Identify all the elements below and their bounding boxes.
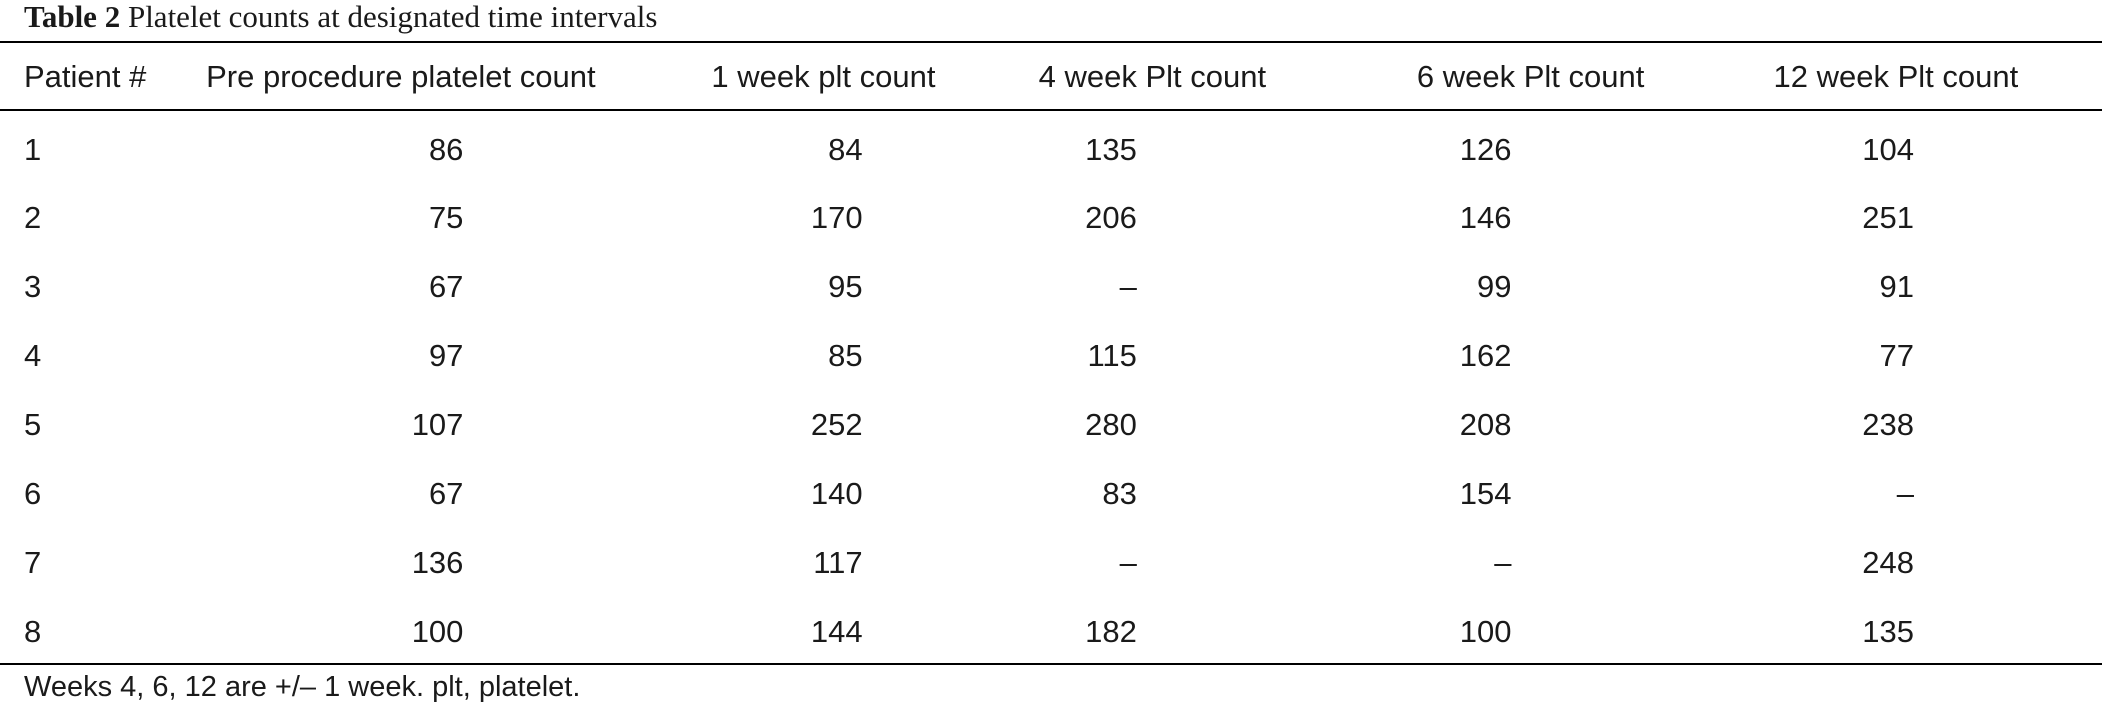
week-6-cell: 99: [1477, 268, 1512, 304]
table-row: 8 100 144 182 100 135: [0, 597, 2102, 666]
week-6-cell: 100: [1459, 613, 1512, 649]
column-header-12-week: 12 week Plt count: [1773, 59, 2019, 94]
week-1-cell: 95: [828, 268, 863, 304]
table-caption-title: Platelet counts at designated time inter…: [127, 0, 658, 34]
top-rule: [0, 41, 2102, 43]
week-4-cell: 280: [1085, 406, 1137, 442]
table-footnote: Weeks 4, 6, 12 are +/– 1 week. plt, plat…: [24, 671, 581, 703]
table-row: 4 97 85 115 162 77: [0, 321, 2102, 390]
week-12-cell: 135: [1862, 613, 1914, 649]
patient-cell: 8: [24, 613, 42, 649]
pre-procedure-cell: 100: [411, 613, 464, 649]
bottom-rule: [0, 663, 2102, 665]
week-1-cell: 84: [828, 132, 863, 167]
week-1-cell: 140: [810, 475, 863, 511]
week-1-cell: 144: [810, 613, 863, 649]
week-4-cell: 115: [1087, 337, 1137, 373]
column-header-patient: Patient #: [24, 59, 147, 94]
patient-cell: 5: [24, 406, 42, 442]
week-4-cell: 83: [1102, 475, 1137, 511]
week-4-cell: –: [1119, 268, 1137, 304]
week-12-cell: 104: [1862, 132, 1914, 167]
column-header-4-week: 4 week Plt count: [1038, 59, 1267, 94]
week-6-cell: 126: [1459, 132, 1512, 167]
week-1-cell: 252: [810, 406, 863, 442]
table-caption: Table 2 Platelet counts at designated ti…: [24, 0, 657, 40]
week-6-cell: 146: [1459, 199, 1512, 235]
patient-cell: 4: [24, 337, 42, 373]
week-4-cell: 135: [1085, 132, 1137, 167]
week-6-cell: 154: [1459, 475, 1512, 511]
platelet-table: Patient # Pre procedure platelet count 1…: [0, 43, 2102, 666]
week-4-cell: 206: [1085, 199, 1137, 235]
week-12-cell: –: [1896, 475, 1914, 511]
table-row: 2 75 170 206 146 251: [0, 183, 2102, 252]
week-12-cell: 248: [1862, 544, 1914, 580]
week-12-cell: 251: [1862, 199, 1914, 235]
table-row: 5 107 252 280 208 238: [0, 390, 2102, 459]
week-6-cell: –: [1494, 544, 1512, 580]
patient-cell: 1: [24, 132, 42, 167]
header-rule: [0, 109, 2102, 111]
table-row: 6 67 140 83 154 –: [0, 459, 2102, 528]
table-row: 7 136 117 – – 248: [0, 528, 2102, 597]
table-row: 3 67 95 – 99 91: [0, 252, 2102, 321]
patient-cell: 7: [24, 544, 42, 580]
week-1-cell: 117: [813, 544, 863, 580]
week-4-cell: 182: [1085, 613, 1137, 649]
week-12-cell: 238: [1862, 406, 1914, 442]
patient-cell: 3: [24, 268, 42, 304]
pre-procedure-cell: 67: [428, 475, 464, 511]
pre-procedure-cell: 97: [428, 337, 464, 373]
table-caption-label: Table 2: [24, 0, 121, 34]
week-12-cell: 77: [1879, 337, 1914, 373]
pre-procedure-cell: 107: [411, 406, 464, 442]
week-1-cell: 170: [810, 199, 863, 235]
pre-procedure-cell: 67: [428, 268, 464, 304]
column-header-pre-procedure: Pre procedure platelet count: [206, 59, 596, 94]
week-6-cell: 208: [1459, 406, 1512, 442]
pre-procedure-cell: 86: [428, 132, 464, 167]
pre-procedure-cell: 75: [428, 199, 464, 235]
patient-cell: 6: [24, 475, 42, 511]
week-12-cell: 91: [1879, 268, 1914, 304]
week-4-cell: –: [1119, 544, 1137, 580]
week-1-cell: 85: [828, 337, 863, 373]
column-header-6-week: 6 week Plt count: [1416, 59, 1645, 94]
patient-cell: 2: [24, 199, 42, 235]
week-6-cell: 162: [1459, 337, 1512, 373]
table-row: 1 86 84 135 126 104: [0, 109, 2102, 183]
column-header-1-week: 1 week plt count: [711, 59, 936, 94]
pre-procedure-cell: 136: [411, 544, 464, 580]
header-row: Patient # Pre procedure platelet count 1…: [0, 43, 2102, 109]
